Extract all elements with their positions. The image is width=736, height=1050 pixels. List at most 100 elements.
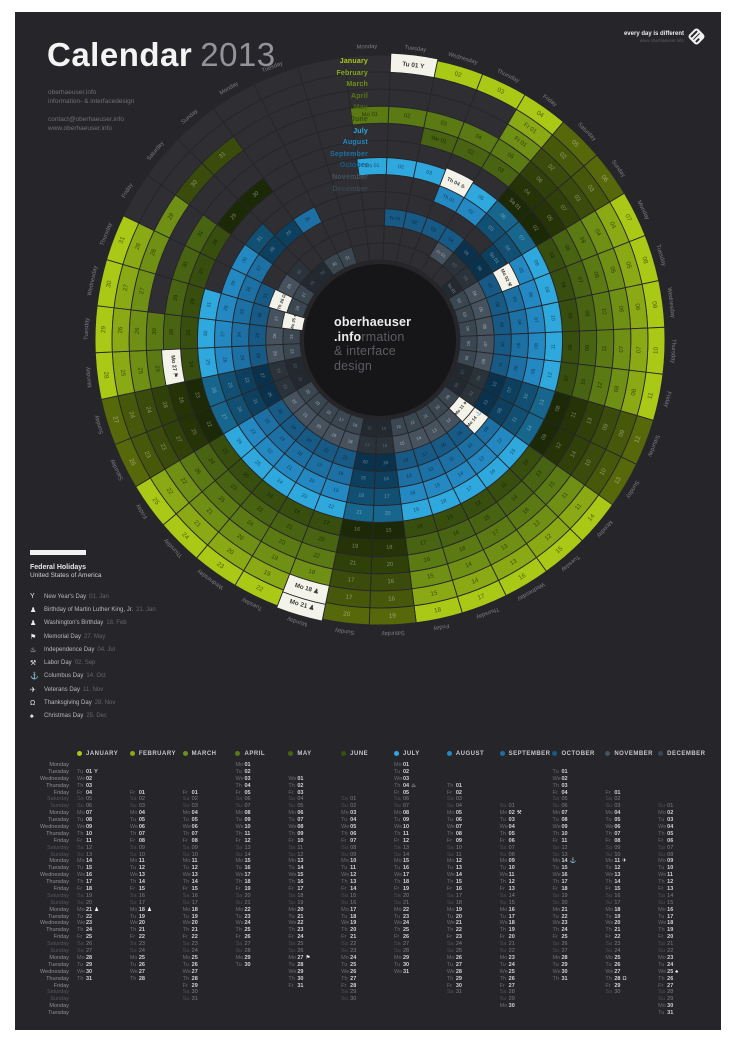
table-day-cell: Th 28	[183, 976, 236, 983]
day-abbr: Sa	[605, 796, 613, 803]
day-number: 10	[468, 390, 475, 397]
day-number: 19	[278, 435, 286, 443]
day-number: 13	[482, 399, 489, 406]
holiday-legend-item: Ω Thanksgiving Day 28. Nov	[30, 696, 200, 709]
holiday-cell-label: Mo 27 ⚑	[169, 355, 179, 378]
day-abbr: Mo	[393, 858, 402, 865]
day-number: 23	[278, 539, 286, 547]
table-day-cell: Tu 31	[658, 1010, 711, 1017]
table-day-cell: Sa 25	[288, 941, 341, 948]
month-name: APRIL	[244, 750, 265, 757]
table-day-cell: Fr 20	[500, 934, 553, 941]
day-number: 13	[86, 851, 93, 858]
day-abbr: Th	[235, 927, 242, 934]
day-number: 30	[296, 268, 303, 275]
day-number: 29	[402, 954, 410, 961]
day-number: 23	[229, 483, 238, 492]
day-number: 14	[457, 470, 465, 478]
holiday-legend-item: Y New Year's Day 01. Jan	[30, 590, 200, 603]
table-day-cell: Tu 01 Y	[77, 769, 130, 776]
day-abbr: Su	[499, 899, 507, 906]
day-number: 02	[191, 796, 198, 803]
day-number: 07	[564, 375, 571, 382]
day-number: 26	[455, 954, 462, 961]
day-abbr: Tu	[552, 961, 559, 968]
table-empty-cell	[500, 1010, 553, 1017]
table-day-cell: Tu 03	[658, 817, 711, 824]
day-number: 13	[535, 470, 544, 479]
month-column-april: APRIL Mo01 Tu 02 We03 Th 04 Fr 05 Sa 06 Su 07 Mo08 Tu 0…	[235, 745, 288, 1017]
table-day-cell: Tu 23	[394, 914, 447, 921]
day-abbr: Mo	[499, 906, 508, 913]
day-number: 12	[543, 532, 553, 542]
table-weekday-label: Sunday	[50, 948, 69, 955]
month-name: MAY	[297, 750, 312, 757]
day-number: 03	[297, 789, 304, 796]
day-number: 05	[516, 342, 522, 348]
day-number: 30	[190, 179, 199, 188]
table-day-cell: Su 03	[605, 803, 658, 810]
day-number: 16	[452, 530, 460, 538]
day-number: 03	[244, 775, 251, 782]
table-day-cell: Sa 28	[658, 989, 711, 996]
day-number: 28	[138, 975, 145, 982]
day-abbr: Su	[341, 948, 348, 955]
table-day-cell: Su 20	[77, 900, 130, 907]
day-abbr: Fr	[446, 934, 453, 941]
table-day-cell: Fr 10	[288, 838, 341, 845]
day-abbr: Sa	[552, 941, 560, 948]
day-number: 26	[138, 961, 145, 968]
day-number: 13	[667, 886, 674, 893]
table-empty-cell	[658, 783, 711, 790]
day-number: 29	[286, 282, 293, 289]
day-number: 29	[561, 961, 568, 968]
day-abbr: Sa	[393, 796, 401, 803]
table-day-cell: Mo24	[341, 955, 394, 962]
day-abbr: Fr	[288, 982, 294, 989]
table-day-cell: Sa 06	[394, 796, 447, 803]
day-number: 18	[86, 886, 93, 893]
holiday-name: Labor Day	[44, 660, 72, 667]
table-day-cell: Tu 18	[341, 914, 394, 921]
day-abbr: Sa	[393, 892, 401, 899]
day-number: 21	[342, 455, 349, 461]
day-number: 10	[402, 824, 410, 831]
day-number: 02	[467, 149, 475, 157]
day-number: 03	[455, 796, 462, 803]
day-number: 16	[614, 892, 621, 899]
table-day-cell: We04	[500, 824, 553, 831]
month-column-header: AUGUST	[446, 745, 500, 762]
day-number: 26	[561, 941, 568, 948]
day-abbr: We	[129, 968, 138, 975]
day-abbr: Su	[658, 851, 665, 858]
day-number: 04	[350, 817, 357, 824]
day-abbr: Mo	[658, 858, 666, 865]
day-number: 31	[197, 230, 205, 238]
table-day-cell: Mo12	[447, 858, 500, 865]
table-day-cell: Tu 11	[341, 865, 394, 872]
day-abbr: Fr	[182, 789, 188, 796]
day-number: 07	[575, 276, 583, 284]
holiday-legend: Federal Holidays United States of Americ…	[30, 550, 200, 723]
day-number: 14	[191, 879, 198, 886]
table-day-cell: Tu 07	[288, 817, 341, 824]
table-day-cell: Fr 15	[605, 886, 658, 893]
day-number: 17	[316, 461, 324, 469]
day-number: 27	[350, 975, 357, 982]
table-day-cell: Sa 23	[183, 941, 236, 948]
month-column-header: MAY	[288, 745, 341, 762]
day-number: 08	[554, 405, 562, 413]
day-number: 29	[230, 213, 238, 221]
day-abbr: Su	[77, 899, 84, 906]
table-weekday-label: Monday	[49, 906, 69, 913]
day-abbr: Th	[446, 975, 454, 982]
day-number: 23	[350, 948, 357, 955]
day-number: 03	[667, 817, 674, 824]
day-number: 09	[483, 425, 491, 433]
day-abbr: Su	[77, 803, 84, 810]
day-abbr: Fr	[182, 934, 188, 941]
day-abbr: Th	[605, 927, 612, 934]
month-color-dot	[77, 751, 82, 756]
day-abbr: Mo	[552, 858, 561, 865]
day-number: 03	[350, 810, 357, 817]
